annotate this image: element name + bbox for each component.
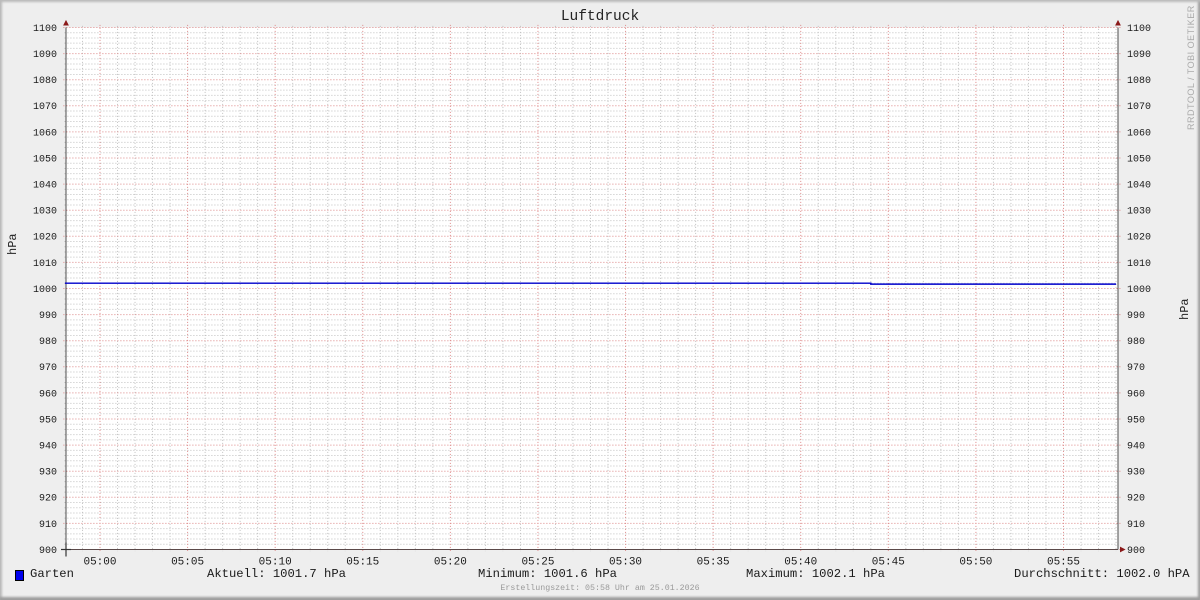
svg-text:910: 910 xyxy=(1127,520,1145,531)
svg-text:1030: 1030 xyxy=(33,207,57,218)
svg-text:1050: 1050 xyxy=(33,154,57,165)
svg-text:1080: 1080 xyxy=(33,76,57,87)
svg-text:05:20: 05:20 xyxy=(434,557,467,569)
svg-text:950: 950 xyxy=(39,415,57,426)
svg-text:960: 960 xyxy=(39,389,57,400)
svg-text:1010: 1010 xyxy=(1127,259,1151,270)
svg-text:990: 990 xyxy=(1127,311,1145,322)
svg-text:900: 900 xyxy=(39,546,57,557)
svg-text:1100: 1100 xyxy=(1127,24,1151,35)
svg-text:960: 960 xyxy=(1127,389,1145,400)
svg-text:05:35: 05:35 xyxy=(697,557,730,569)
svg-text:930: 930 xyxy=(1127,468,1145,479)
svg-text:1000: 1000 xyxy=(33,285,57,296)
svg-text:970: 970 xyxy=(39,363,57,374)
svg-text:1000: 1000 xyxy=(1127,285,1151,296)
svg-text:1090: 1090 xyxy=(1127,50,1151,61)
svg-text:900: 900 xyxy=(1127,546,1145,557)
svg-text:940: 940 xyxy=(1127,442,1145,453)
svg-text:1060: 1060 xyxy=(33,128,57,139)
svg-text:910: 910 xyxy=(39,520,57,531)
svg-text:930: 930 xyxy=(39,468,57,479)
svg-text:05:05: 05:05 xyxy=(171,557,204,569)
svg-text:1070: 1070 xyxy=(1127,102,1151,113)
svg-text:1020: 1020 xyxy=(33,233,57,244)
svg-text:980: 980 xyxy=(39,337,57,348)
svg-text:1040: 1040 xyxy=(1127,181,1151,192)
svg-text:05:00: 05:00 xyxy=(83,557,116,569)
svg-text:05:50: 05:50 xyxy=(959,557,992,569)
svg-text:1050: 1050 xyxy=(1127,154,1151,165)
svg-text:1100: 1100 xyxy=(33,24,57,35)
svg-text:1010: 1010 xyxy=(33,259,57,270)
svg-text:1040: 1040 xyxy=(33,181,57,192)
svg-text:980: 980 xyxy=(1127,337,1145,348)
svg-text:920: 920 xyxy=(1127,494,1145,505)
svg-text:05:15: 05:15 xyxy=(346,557,379,569)
svg-text:1090: 1090 xyxy=(33,50,57,61)
svg-text:1020: 1020 xyxy=(1127,233,1151,244)
svg-text:970: 970 xyxy=(1127,363,1145,374)
svg-text:1080: 1080 xyxy=(1127,76,1151,87)
svg-text:950: 950 xyxy=(1127,415,1145,426)
svg-text:1070: 1070 xyxy=(33,102,57,113)
svg-text:920: 920 xyxy=(39,494,57,505)
svg-text:1030: 1030 xyxy=(1127,207,1151,218)
svg-text:990: 990 xyxy=(39,311,57,322)
svg-text:940: 940 xyxy=(39,442,57,453)
svg-text:1060: 1060 xyxy=(1127,128,1151,139)
